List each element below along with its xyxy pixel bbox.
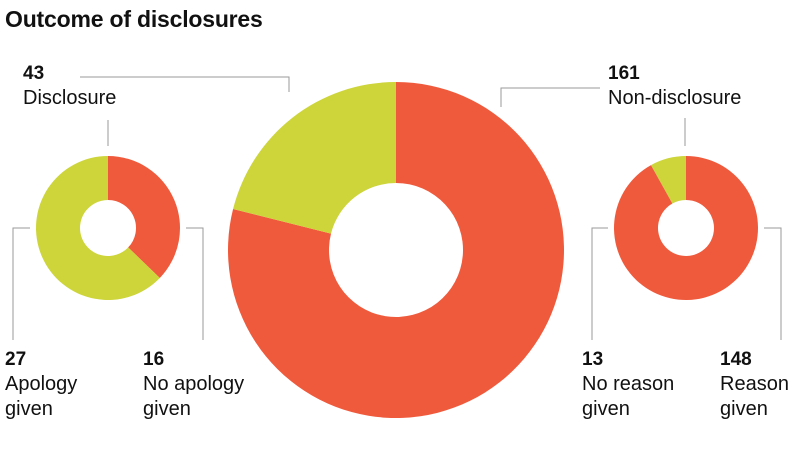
value-label: 161 xyxy=(608,63,640,84)
label-no-reason-given: 13 No reason given xyxy=(582,347,674,422)
donut-disclosure-breakdown xyxy=(35,156,180,301)
leader-no-reason xyxy=(591,227,608,340)
value-label: 27 xyxy=(5,349,27,370)
leader-lines xyxy=(12,76,782,340)
leader-non-disclosure xyxy=(500,87,600,107)
slice-non-disclosure xyxy=(227,82,564,419)
category-label-line1: No reason xyxy=(582,373,675,395)
slice-apology-given xyxy=(35,156,160,301)
label-disclosure: 43 Disclosure xyxy=(23,61,116,111)
category-label-line2: given xyxy=(143,398,191,420)
donut-non-disclosure-breakdown xyxy=(613,156,758,301)
category-label-line1: Apology xyxy=(5,373,78,395)
slice-disclosure xyxy=(233,82,396,234)
leader-reason xyxy=(764,227,782,340)
leader-no-apology xyxy=(186,227,204,340)
category-label-line1: No apology xyxy=(143,373,245,395)
chart-title: Outcome of disclosures xyxy=(5,6,263,32)
slice-no-apology-given xyxy=(108,156,180,278)
category-label-line2: given xyxy=(5,398,53,420)
value-label: 16 xyxy=(143,349,165,370)
value-label: 43 xyxy=(23,63,45,84)
category-label-line2: given xyxy=(582,398,630,420)
leader-disclosure xyxy=(80,76,290,92)
donut-main xyxy=(227,82,564,419)
label-non-disclosure: 161 Non-disclosure xyxy=(608,61,741,111)
label-no-apology-given: 16 No apology given xyxy=(143,347,244,422)
category-label-line2: given xyxy=(720,398,768,420)
category-label: Non-disclosure xyxy=(608,87,742,109)
leader-apology xyxy=(12,227,30,340)
label-apology-given: 27 Apology given xyxy=(5,347,77,422)
category-label: Disclosure xyxy=(23,87,117,109)
category-label-line1: Reason xyxy=(720,373,789,395)
slice-reason-given xyxy=(613,156,758,301)
slice-no-reason-given xyxy=(651,156,686,204)
value-label: 148 xyxy=(720,349,752,370)
value-label: 13 xyxy=(582,349,604,370)
label-reason-given: 148 Reason given xyxy=(720,347,789,422)
